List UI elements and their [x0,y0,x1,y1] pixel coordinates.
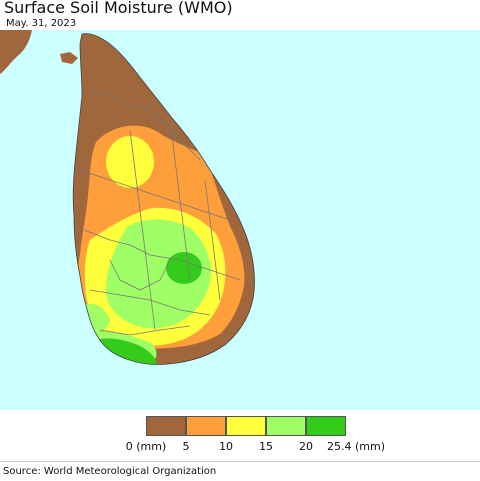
color-legend: 0 (mm) 5 10 15 20 25.4 (mm) [0,414,480,454]
legend-label-15: 15 [259,440,273,453]
legend-label-5: 5 [182,440,190,453]
mainland-india [0,30,32,74]
legend-swatch-0-5 [146,416,186,436]
legend-label-10: 10 [219,440,233,453]
land-moisture-layers [73,33,255,365]
footer: Source: World Meteorological Organizatio… [0,461,480,481]
zone-15-20 [105,219,212,329]
legend-swatch-10-15 [226,416,266,436]
district-boundaries [79,89,241,336]
legend-label-25-4: 25.4 (mm) [326,440,386,453]
legend-swatch-20-25 [306,416,346,436]
legend-swatch-15-20 [266,416,306,436]
legend-label-0: 0 (mm) [125,440,167,453]
map-date: May. 31, 2023 [6,18,77,29]
zone-10-15-north [106,136,154,188]
legend-label-20: 20 [299,440,313,453]
northern-islands [60,52,78,64]
legend-swatch-5-10 [186,416,226,436]
coastline [72,33,255,365]
map-title: Surface Soil Moisture (WMO) [4,0,233,17]
soil-moisture-map [0,30,480,410]
zone-20-25-central [166,252,202,284]
source-credit: Source: World Meteorological Organizatio… [3,466,217,477]
